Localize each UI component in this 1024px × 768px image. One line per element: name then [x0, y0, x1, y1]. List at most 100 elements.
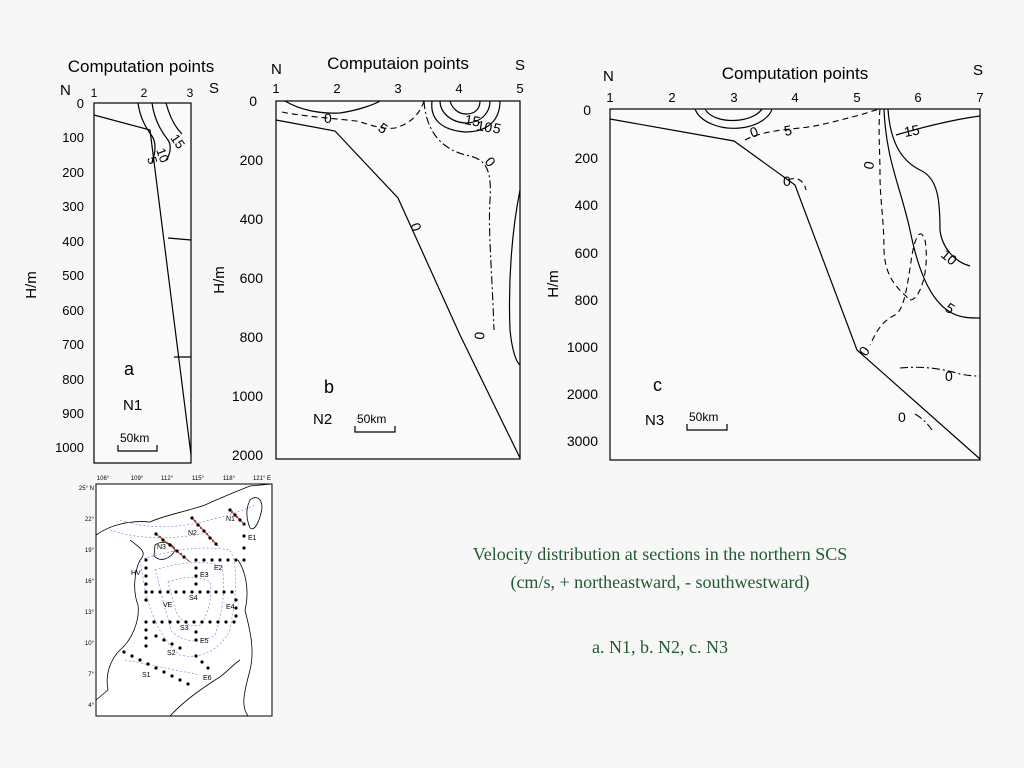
map-section-label: N3 — [157, 544, 166, 551]
panel-b-contour — [281, 100, 425, 129]
map-section-label: S2 — [167, 650, 176, 657]
map-coastline — [95, 483, 273, 536]
panel-c-ytick: 2000 — [567, 386, 598, 402]
panel-c-contour — [704, 108, 763, 122]
panel-b-contour — [449, 100, 481, 115]
panel-b-xtick: 3 — [394, 81, 401, 96]
map-lat-label: 13° — [85, 610, 95, 616]
panel-a-ytick: 800 — [62, 372, 84, 387]
panel-a-ytick: 200 — [62, 165, 84, 180]
panel-b-contour — [423, 100, 495, 331]
panel-b-ytick: 200 — [240, 152, 264, 168]
panel-c-ytick: 800 — [575, 292, 599, 308]
panel-c-xtick: 2 — [668, 90, 675, 105]
panel-c-south-label: S — [973, 62, 983, 79]
panel-b-section: N2 — [313, 411, 332, 428]
panel-b-contour — [284, 100, 381, 114]
panel-c-scale-bar — [686, 424, 728, 431]
map-lat-label: 16° — [85, 579, 95, 585]
map-section-label: S3 — [180, 625, 189, 632]
panel-b-bottom-topography — [275, 119, 521, 459]
panel-a-ytick: 500 — [62, 268, 84, 283]
panel-c-contour-label: 5 — [783, 122, 794, 139]
map-section-label: E6 — [203, 675, 212, 682]
panel-c-contour-label: 0 — [898, 409, 906, 425]
panel-c-xtick: 5 — [853, 90, 860, 105]
panel-c-xtick: 4 — [791, 90, 798, 105]
map-coastline — [95, 539, 144, 701]
panel-a-xtick: 1 — [91, 86, 98, 100]
map-lon-label: 106° — [97, 476, 110, 482]
panel-a: Computation points N S 1 2 3 0 100 200 3… — [23, 57, 219, 464]
panel-b-letter: b — [324, 377, 334, 397]
map-section-label: S1 — [142, 672, 151, 679]
map-section-label: E3 — [200, 572, 209, 579]
panel-c-ytick: 400 — [575, 197, 599, 213]
panel-a-contour — [165, 102, 183, 135]
caption-line-3: a. N1, b. N2, c. N3 — [592, 637, 728, 657]
panel-c-ytick: 0 — [583, 102, 591, 118]
panel-b-xtick: 4 — [455, 81, 462, 96]
map-section-label: N2 — [188, 530, 197, 537]
panel-c-contour — [887, 108, 971, 267]
panel-b-xtick: 2 — [333, 81, 340, 96]
panel-a-ytick: 600 — [62, 303, 84, 318]
panel-a-ytick: 900 — [62, 406, 84, 421]
map-lat-label: 7° — [88, 672, 94, 678]
panel-a-ytick: 700 — [62, 337, 84, 352]
panel-b-contour — [431, 100, 501, 133]
panel-b-scale-bar — [354, 426, 396, 433]
panel-a-section: N1 — [123, 397, 142, 414]
map-stations — [122, 522, 246, 686]
panel-a-ytick: 100 — [62, 130, 84, 145]
map-lon-label: 109° — [131, 476, 144, 482]
panel-c-bottom-topography — [609, 118, 981, 460]
panel-c-contour — [787, 177, 807, 191]
map-lat-label: 22° — [85, 517, 95, 523]
panel-a-contour — [137, 102, 156, 163]
panel-c: Computation points N S 1 2 3 4 5 6 7 0 2… — [545, 62, 984, 461]
panel-c-ytick: 200 — [575, 150, 599, 166]
panel-b-ytick: 0 — [249, 93, 257, 109]
panel-b-ytick: 600 — [240, 270, 264, 286]
map-frame — [95, 483, 273, 717]
panel-c-contour — [895, 115, 981, 136]
panel-c-contour — [744, 108, 881, 141]
map-lon-label: 118° — [223, 476, 236, 482]
panel-a-scale-label: 50km — [120, 431, 149, 445]
map-lon-label: 121° E — [253, 476, 271, 482]
map-section-label: VE — [163, 602, 173, 609]
map-section-label: HV — [131, 570, 141, 577]
panel-c-xtick: 3 — [730, 90, 737, 105]
panel-c-section: N3 — [645, 412, 664, 429]
map-lat-label: 19° — [85, 548, 95, 554]
panel-a-depth-mark — [167, 237, 192, 241]
panel-a-letter: a — [124, 359, 135, 379]
panel-a-bottom-topography — [93, 114, 192, 456]
panel-b-contour — [508, 189, 521, 366]
panel-b-scale-label: 50km — [357, 412, 386, 426]
panel-b-contour — [439, 100, 491, 124]
map-section-label: E4 — [226, 604, 235, 611]
panel-c-ylabel: H/m — [545, 270, 562, 298]
panel-c-contour — [883, 108, 981, 319]
panel-b-ytick: 400 — [240, 211, 264, 227]
panel-c-title: Computation points — [722, 64, 868, 83]
map-lon-label: 115° — [192, 476, 205, 482]
panel-c-ytick: 600 — [575, 245, 599, 261]
panel-a-contour-label: 5 — [144, 155, 160, 166]
panel-b-frame — [275, 100, 521, 460]
panel-c-contour-label: 0 — [860, 160, 877, 171]
panel-b-contour-label: 5 — [491, 119, 503, 137]
map-section-label: N1 — [226, 516, 235, 523]
panel-b-ytick: 2000 — [232, 447, 263, 463]
panel-b-ytick: 800 — [240, 329, 264, 345]
panel-b-title: Computaion points — [327, 54, 469, 73]
panel-c-contour — [869, 233, 927, 346]
panel-b-contour-label: 10 — [475, 117, 493, 135]
panel-a-contour-label: 15 — [168, 131, 189, 151]
panel-b-contour-label: 0 — [324, 110, 332, 126]
map-lat-label: 25° N — [79, 486, 94, 492]
map-lat-label: 4° — [88, 703, 94, 709]
